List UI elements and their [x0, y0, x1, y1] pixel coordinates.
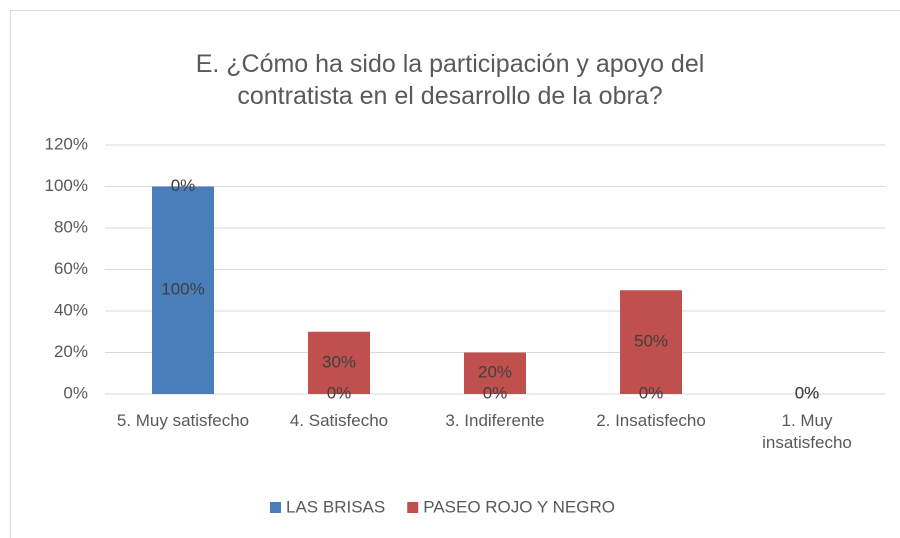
data-label: 0% — [483, 383, 508, 402]
chart-title: E. ¿Cómo ha sido la participación y apoy… — [195, 50, 705, 110]
bar — [464, 352, 526, 394]
y-tick-label: 20% — [54, 342, 88, 361]
data-label: 0% — [327, 383, 352, 402]
x-tick-label: 1. Muy insatisfecho — [762, 411, 852, 452]
x-tick-label: 3. Indiferente — [445, 411, 545, 430]
data-label: 0% — [639, 383, 664, 402]
y-tick-label: 60% — [54, 259, 88, 278]
x-tick-label: 4. Satisfecho — [289, 411, 389, 430]
data-label: 0% — [795, 383, 820, 402]
data-label: 30% — [322, 352, 356, 371]
bar — [308, 331, 370, 394]
data-label: 100% — [161, 280, 204, 299]
y-tick-label: 80% — [54, 217, 88, 236]
y-tick-label: 0% — [63, 383, 88, 402]
bar — [620, 290, 682, 394]
y-tick-label: 120% — [45, 134, 88, 153]
legend-swatch — [407, 502, 419, 513]
bar — [152, 186, 214, 394]
y-tick-label: 100% — [45, 176, 88, 195]
legend-swatch — [270, 502, 281, 513]
x-tick-label: 5. Muy satisfecho — [116, 411, 250, 430]
y-tick-label: 40% — [54, 300, 88, 319]
data-label: 20% — [478, 363, 512, 382]
chart-border — [10, 10, 900, 538]
data-label: 0% — [795, 383, 820, 402]
data-label: 50% — [634, 332, 668, 351]
data-label: 0% — [171, 176, 196, 195]
legend-label: PASEO ROJO Y NEGRO — [423, 497, 615, 516]
legend-label: LAS BRISAS — [286, 497, 385, 516]
x-tick-label: 2. Insatisfecho — [596, 411, 706, 430]
